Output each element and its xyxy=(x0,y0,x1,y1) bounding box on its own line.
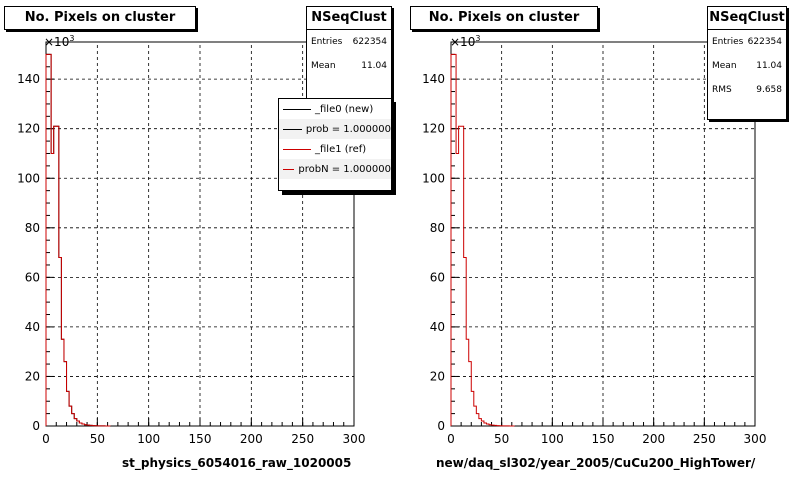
left-stats-box: NSeqClust Entries 622354 Mean 11.04 xyxy=(306,6,392,103)
x-tick-label: 150 xyxy=(189,432,212,446)
y-tick-label: 100 xyxy=(422,171,445,185)
y-tick-label: 20 xyxy=(25,369,40,383)
left-legend: _file0 (new) prob = 1.000000 _file1 (ref… xyxy=(278,98,392,191)
left-stats-title: NSeqClust xyxy=(307,7,391,30)
x-tick-label: 50 xyxy=(90,432,105,446)
x-tick-label: 200 xyxy=(642,432,665,446)
plot-1: 0 50 100 150 200 250 300 0 20 40 60 80 100 120 140 xyxy=(422,41,767,446)
y-tick-label: 80 xyxy=(430,221,445,235)
legend-entry-file0: _file0 (new) xyxy=(279,99,391,119)
y-tick-label: 40 xyxy=(430,320,445,334)
y-tick-label: 120 xyxy=(422,122,445,136)
y-tick-label: 100 xyxy=(17,171,40,185)
y-tick-label: 120 xyxy=(17,122,40,136)
y-tick-label: 140 xyxy=(17,72,40,86)
histogram-series-0 xyxy=(450,53,515,427)
right-y-exponent: ×103 xyxy=(450,34,481,49)
left-stats-entries: Entries 622354 xyxy=(311,37,387,47)
y-tick-label: 80 xyxy=(25,221,40,235)
right-stats-box: NSeqClust Entries 622354 Mean 11.04 RMS 9.6… xyxy=(707,6,787,120)
left-stats-mean: Mean 11.04 xyxy=(311,61,387,71)
legend-entry-file1: _file1 (ref) xyxy=(279,139,391,159)
left-x-axis-label: st_physics_6054016_raw_1020005 xyxy=(122,456,352,470)
y-tick-label: 60 xyxy=(25,270,40,284)
x-tick-label: 50 xyxy=(494,432,509,446)
right-histogram-title: No. Pixels on cluster xyxy=(410,6,598,30)
legend-entry-probn: probN = 1.000000 xyxy=(279,159,391,179)
x-tick-label: 0 xyxy=(42,432,50,446)
y-tick-label: 0 xyxy=(32,419,40,433)
x-tick-label: 250 xyxy=(291,432,314,446)
left-y-exponent: ×103 xyxy=(44,34,75,49)
y-tick-label: 140 xyxy=(422,72,445,86)
x-tick-label: 300 xyxy=(343,432,366,446)
y-tick-label: 40 xyxy=(25,320,40,334)
right-x-axis-label: new/daq_sl302/year_2005/CuCu200_HighTowe… xyxy=(436,456,756,470)
y-tick-label: 0 xyxy=(437,419,445,433)
x-tick-label: 100 xyxy=(137,432,160,446)
x-tick-label: 100 xyxy=(541,432,564,446)
x-tick-label: 300 xyxy=(744,432,767,446)
y-tick-label: 20 xyxy=(430,369,445,383)
right-stats-rms: RMS 9.658 xyxy=(712,85,782,95)
left-histogram-title: No. Pixels on cluster xyxy=(4,6,196,30)
right-stats-mean: Mean 11.04 xyxy=(712,61,782,71)
x-tick-label: 150 xyxy=(592,432,615,446)
x-tick-label: 250 xyxy=(693,432,716,446)
histogram-series-1 xyxy=(45,53,111,427)
right-stats-entries: Entries 622354 xyxy=(712,37,782,47)
right-stats-title: NSeqClust xyxy=(708,7,786,30)
x-tick-label: 0 xyxy=(447,432,455,446)
y-tick-label: 60 xyxy=(430,270,445,284)
x-tick-label: 200 xyxy=(240,432,263,446)
legend-entry-prob: prob = 1.000000 xyxy=(279,119,391,139)
